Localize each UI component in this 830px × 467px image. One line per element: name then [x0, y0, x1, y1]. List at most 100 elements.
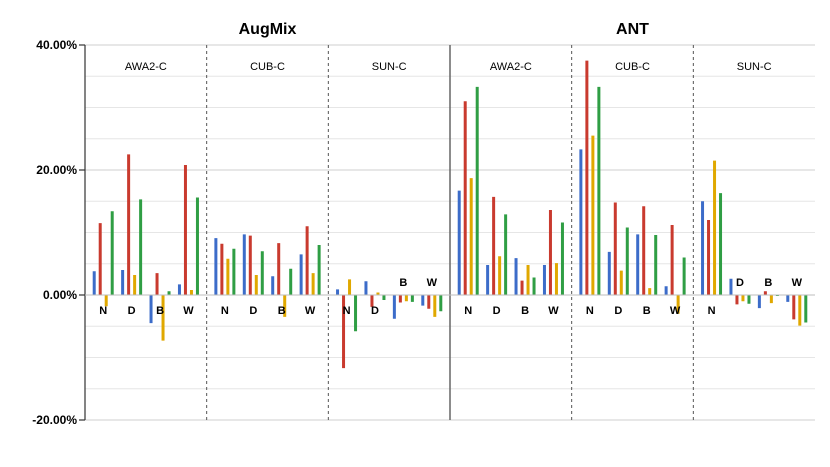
category-label: B	[643, 305, 651, 317]
bar	[769, 295, 773, 304]
bar	[520, 280, 524, 295]
bar	[514, 258, 518, 295]
bar	[161, 295, 165, 341]
bar	[149, 295, 153, 324]
y-tick-label: 0.00%	[43, 288, 77, 302]
bar	[579, 149, 583, 295]
bar	[636, 234, 640, 295]
bar	[548, 210, 552, 295]
bar	[382, 295, 386, 300]
category-label: W	[670, 305, 681, 317]
bar	[364, 281, 368, 295]
bar	[139, 199, 143, 295]
bar	[348, 279, 352, 295]
bar	[591, 135, 595, 295]
bar	[707, 220, 711, 295]
category-label: D	[736, 277, 744, 289]
bar	[110, 211, 114, 295]
y-tick-label: 40.00%	[36, 38, 77, 52]
bar	[607, 251, 611, 295]
bar	[283, 295, 287, 317]
category-label: B	[521, 305, 529, 317]
bar	[585, 60, 589, 295]
bar	[648, 288, 652, 295]
category-label: N	[99, 305, 107, 317]
category-label: D	[128, 305, 136, 317]
bar	[457, 190, 461, 295]
bar	[670, 225, 674, 295]
bar	[177, 284, 181, 295]
bar	[729, 278, 733, 295]
bar	[701, 201, 705, 295]
bar	[504, 214, 508, 295]
bar	[719, 193, 723, 295]
bar	[299, 254, 303, 295]
bar	[498, 256, 502, 295]
bar	[195, 197, 199, 295]
bar	[560, 222, 564, 295]
bar	[277, 243, 281, 295]
category-label: B	[764, 277, 772, 289]
bar	[183, 165, 187, 295]
bar	[214, 238, 218, 295]
bar	[133, 275, 137, 295]
dataset-label: SUN-C	[737, 61, 772, 73]
bar	[354, 295, 358, 332]
bar	[532, 277, 536, 295]
bar	[254, 275, 258, 295]
category-label: N	[586, 305, 594, 317]
bar	[469, 178, 473, 295]
bar	[597, 86, 601, 295]
dataset-label: AWA2-C	[490, 61, 532, 73]
category-label: N	[343, 305, 351, 317]
bar	[804, 295, 808, 323]
bar	[410, 295, 414, 302]
bar	[492, 196, 496, 295]
bar	[98, 223, 102, 295]
bar	[439, 295, 443, 312]
bar	[370, 295, 374, 307]
category-label: B	[399, 277, 407, 289]
category-label: D	[493, 305, 501, 317]
bar	[248, 235, 252, 295]
bar	[398, 295, 402, 303]
bar	[613, 202, 617, 295]
category-label: W	[548, 305, 559, 317]
category-label: D	[249, 305, 257, 317]
bar	[654, 235, 658, 295]
bar	[542, 265, 546, 295]
dataset-label: CUB-C	[250, 61, 285, 73]
category-label: B	[156, 305, 164, 317]
y-tick-label: 20.00%	[36, 163, 77, 177]
bar	[421, 295, 425, 306]
bar	[189, 290, 193, 295]
bar	[786, 295, 790, 302]
bar	[127, 154, 131, 295]
bar	[271, 276, 275, 295]
bar	[392, 295, 396, 319]
bar	[625, 227, 629, 295]
bar	[792, 295, 796, 320]
bar	[427, 295, 431, 309]
bar	[433, 295, 437, 317]
bar	[226, 258, 230, 295]
bar	[311, 273, 315, 295]
bar	[619, 270, 623, 295]
bar	[242, 234, 246, 295]
bar	[376, 292, 380, 295]
bar	[741, 295, 745, 302]
bar	[747, 295, 751, 304]
bar	[342, 295, 346, 369]
dataset-label: AWA2-C	[125, 61, 167, 73]
bar	[289, 268, 293, 295]
dataset-label: SUN-C	[372, 61, 407, 73]
bar	[664, 286, 668, 295]
panel-title: AugMix	[239, 21, 297, 38]
category-label: W	[792, 277, 803, 289]
bar	[121, 270, 125, 295]
bar	[642, 206, 646, 295]
dataset-label: CUB-C	[615, 61, 650, 73]
bar	[486, 265, 490, 295]
category-label: B	[278, 305, 286, 317]
